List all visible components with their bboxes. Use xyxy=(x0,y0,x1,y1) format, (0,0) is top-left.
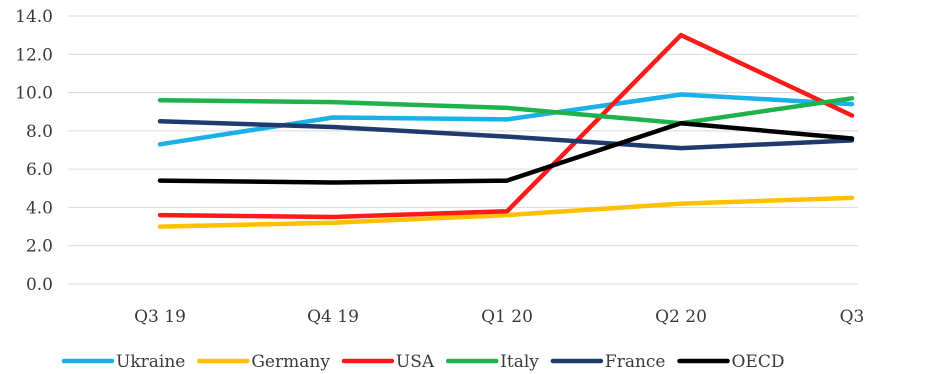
legend-item-france: France xyxy=(550,352,666,372)
y-tick-label: 4.0 xyxy=(26,198,53,218)
x-category-label: Q1 20 xyxy=(481,307,533,327)
y-tick-label: 8.0 xyxy=(26,122,53,142)
y-tick-label: 2.0 xyxy=(26,237,53,257)
grid-lines xyxy=(68,15,858,285)
legend-label: France xyxy=(605,352,666,372)
series-line-oecd xyxy=(157,120,855,185)
y-tick-label: 6.0 xyxy=(26,160,53,180)
y-tick-label: 0.0 xyxy=(26,275,53,295)
legend-item-oecd: OECD xyxy=(677,352,785,372)
legend-item-usa: USA xyxy=(341,352,435,372)
x-axis-category-labels: Q3 19 Q4 19 Q1 20 Q2 20 Q3 xyxy=(134,307,864,327)
legend-label: OECD xyxy=(732,352,785,372)
series-line-italy xyxy=(157,96,855,126)
x-category-label: Q2 20 xyxy=(655,307,707,327)
legend-label: Italy xyxy=(500,352,539,372)
y-tick-label: 14.0 xyxy=(15,7,53,27)
series-lines xyxy=(157,32,855,229)
series-line-germany xyxy=(157,195,855,229)
legend-item-italy: Italy xyxy=(445,352,539,372)
y-tick-label: 12.0 xyxy=(15,45,53,65)
series-line-usa xyxy=(157,32,855,220)
x-category-label: Q4 19 xyxy=(307,307,359,327)
legend-label: USA xyxy=(396,352,435,372)
legend: Ukraine Germany USA Italy France OECD xyxy=(61,352,785,372)
legend-item-ukraine: Ukraine xyxy=(61,352,185,372)
y-axis-tick-labels: 0.0 2.0 4.0 6.0 8.0 10.0 12.0 14.0 xyxy=(15,7,53,295)
x-category-label: Q3 xyxy=(840,307,865,327)
y-tick-label: 10.0 xyxy=(15,84,53,104)
x-category-label: Q3 19 xyxy=(134,307,186,327)
legend-item-germany: Germany xyxy=(197,352,330,372)
legend-label: Ukraine xyxy=(116,352,185,372)
series-line-france xyxy=(157,119,855,151)
legend-label: Germany xyxy=(251,352,330,372)
